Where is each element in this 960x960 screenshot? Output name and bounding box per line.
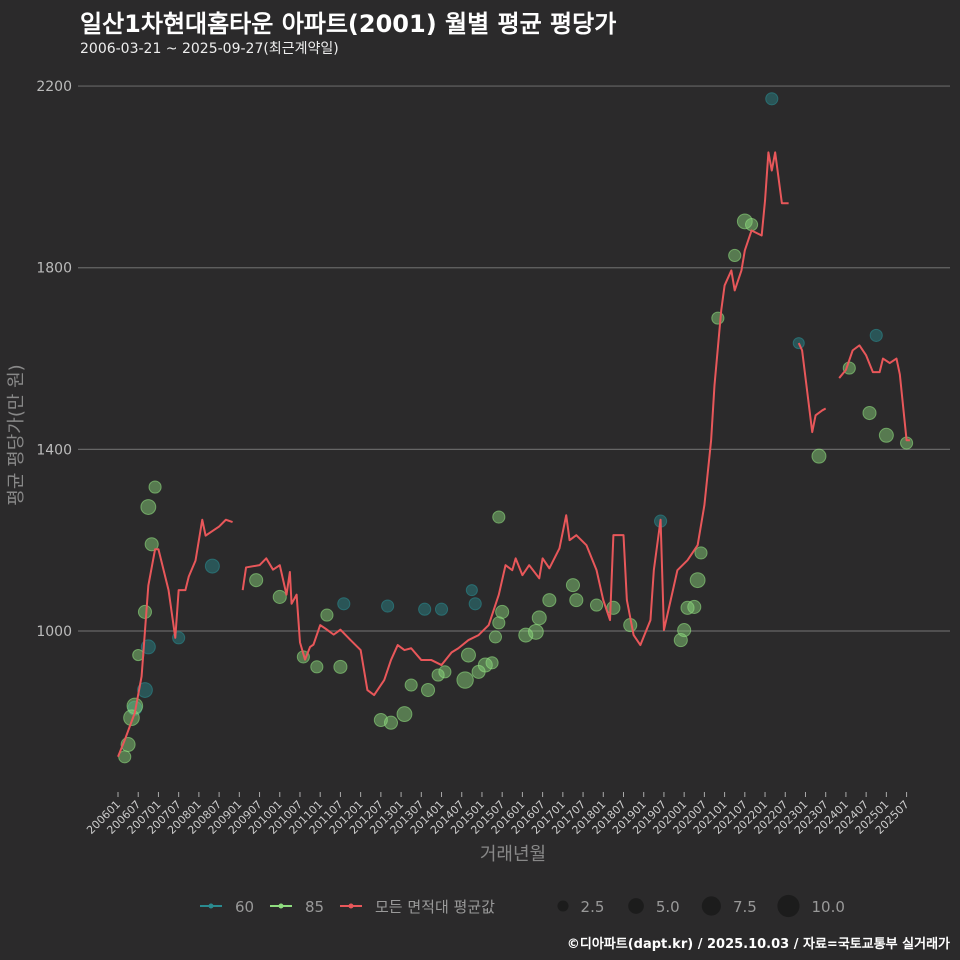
scatter-point-s85 (140, 499, 157, 515)
scatter-point-s85 (272, 589, 287, 604)
scatter-point-s85 (420, 682, 436, 698)
scatter-point-s85 (565, 578, 580, 593)
source-caption: ©디아파트(dapt.kr) / 2025.10.03 / 자료=국토교통부 실… (566, 937, 950, 952)
scatter-point-s60 (468, 597, 482, 611)
x-axis-title: 거래년월 (480, 844, 546, 865)
legend-size-label: 2.5 (581, 898, 605, 916)
scatter-point-s85 (492, 616, 506, 630)
scatter-point-s60 (465, 584, 478, 597)
scatter-point-s85 (527, 623, 544, 640)
scatter-point-s85 (492, 510, 506, 524)
scatter-point-s85 (144, 537, 159, 552)
scatter-point-s60 (337, 597, 351, 611)
scatter-point-s85 (711, 311, 725, 325)
scatter-point-s60 (204, 558, 220, 574)
legend-size-label: 5.0 (656, 898, 680, 916)
legend-size-key (777, 894, 800, 918)
scatter-point-s85 (811, 448, 827, 464)
chart-title: 일산1차현대홈타운 아파트(2001) 월별 평균 평당가 (80, 10, 617, 38)
scatter-point-s85 (677, 623, 692, 638)
scatter-point-s85 (518, 627, 534, 643)
scatter-point-s85 (333, 659, 348, 674)
legend-size-key (557, 900, 569, 912)
legend-dot-s85 (278, 903, 284, 909)
scatter-point-s85 (320, 608, 334, 622)
scatter-point-s60 (418, 602, 432, 616)
legend-size-label: 10.0 (812, 898, 845, 916)
scatter-point-s85 (438, 665, 452, 679)
scatter-point-s60 (765, 92, 779, 106)
scatter-point-s85 (687, 599, 702, 614)
scatter-point-s85 (689, 572, 706, 589)
scatter-point-s85 (542, 593, 557, 608)
scatter-point-s85 (694, 546, 708, 560)
scatter-point-s85 (531, 610, 547, 626)
scatter-point-s85 (404, 678, 418, 692)
scatter-point-s60 (137, 682, 153, 698)
scatter-point-s85 (431, 668, 445, 682)
legend-dot-s60 (208, 903, 214, 909)
scatter-point-s85 (589, 598, 604, 612)
legend-label: 85 (305, 898, 324, 916)
scatter-point-s85 (249, 573, 264, 588)
scatter-point-s85 (736, 213, 753, 230)
scatter-point-s60 (434, 602, 449, 616)
scatter-point-s85 (310, 660, 324, 674)
scatter-point-s85 (606, 600, 621, 615)
scatter-point-s85 (862, 405, 877, 421)
scatter-point-s85 (460, 647, 476, 663)
scatter-point-s85 (485, 656, 499, 670)
average-line (838, 344, 910, 442)
legend-label: 모든 면적대 평균값 (375, 898, 495, 916)
y-tick-label: 2200 (36, 79, 72, 95)
y-axis-title: 평균 평당가(만 원) (6, 364, 27, 505)
average-line (797, 342, 827, 434)
legend-size-label: 7.5 (733, 898, 757, 916)
scatter-point-s85 (456, 671, 474, 689)
y-tick-label: 1000 (36, 624, 72, 640)
legend-dot-avg (348, 903, 354, 909)
scatter-point-s85 (728, 248, 742, 263)
scatter-point-s60 (381, 599, 395, 613)
scatter-point-s85 (569, 593, 584, 608)
scatter-point-s85 (878, 427, 894, 443)
scatter-point-s85 (495, 604, 510, 619)
scatter-point-s85 (477, 657, 493, 673)
scatter-point-s85 (488, 630, 503, 644)
scatter-point-s85 (137, 604, 153, 619)
average-line (117, 518, 233, 758)
legend-size-key (701, 896, 721, 916)
scatter-point-s85 (383, 715, 399, 730)
average-line (241, 151, 789, 697)
scatter-point-s60 (869, 328, 883, 342)
scatter-point-s85 (744, 218, 759, 232)
chart-subtitle: 2006-03-21 ~ 2025-09-27(최근계약일) (80, 41, 339, 57)
legend-size-key (628, 898, 644, 914)
y-tick-label: 1800 (36, 261, 72, 277)
scatter-point-s85 (396, 706, 413, 723)
y-tick-label: 1400 (36, 442, 72, 458)
legend-label: 60 (235, 898, 254, 916)
scatter-point-s85 (148, 480, 162, 494)
